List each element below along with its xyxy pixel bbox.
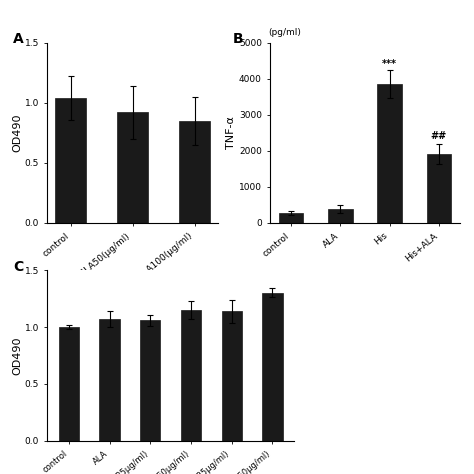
Text: ***: *** [382,59,397,69]
Text: B: B [232,32,243,46]
Text: A: A [13,32,24,46]
Bar [328,209,353,223]
Text: ##: ## [431,131,447,141]
Y-axis label: OD490: OD490 [12,113,22,152]
Bar [262,293,283,441]
Bar [377,84,402,223]
Text: (pg/ml): (pg/ml) [268,28,301,37]
Text: C: C [13,260,23,274]
Bar [221,311,242,441]
Bar [140,320,161,441]
Y-axis label: TNF-α: TNF-α [226,116,236,149]
Bar [181,310,201,441]
Bar [55,98,86,223]
Bar [100,319,120,441]
Bar [179,121,210,223]
Bar [427,154,451,223]
Bar [59,327,79,441]
Bar [117,112,148,223]
Y-axis label: OD490: OD490 [12,336,22,375]
Bar [279,213,303,223]
